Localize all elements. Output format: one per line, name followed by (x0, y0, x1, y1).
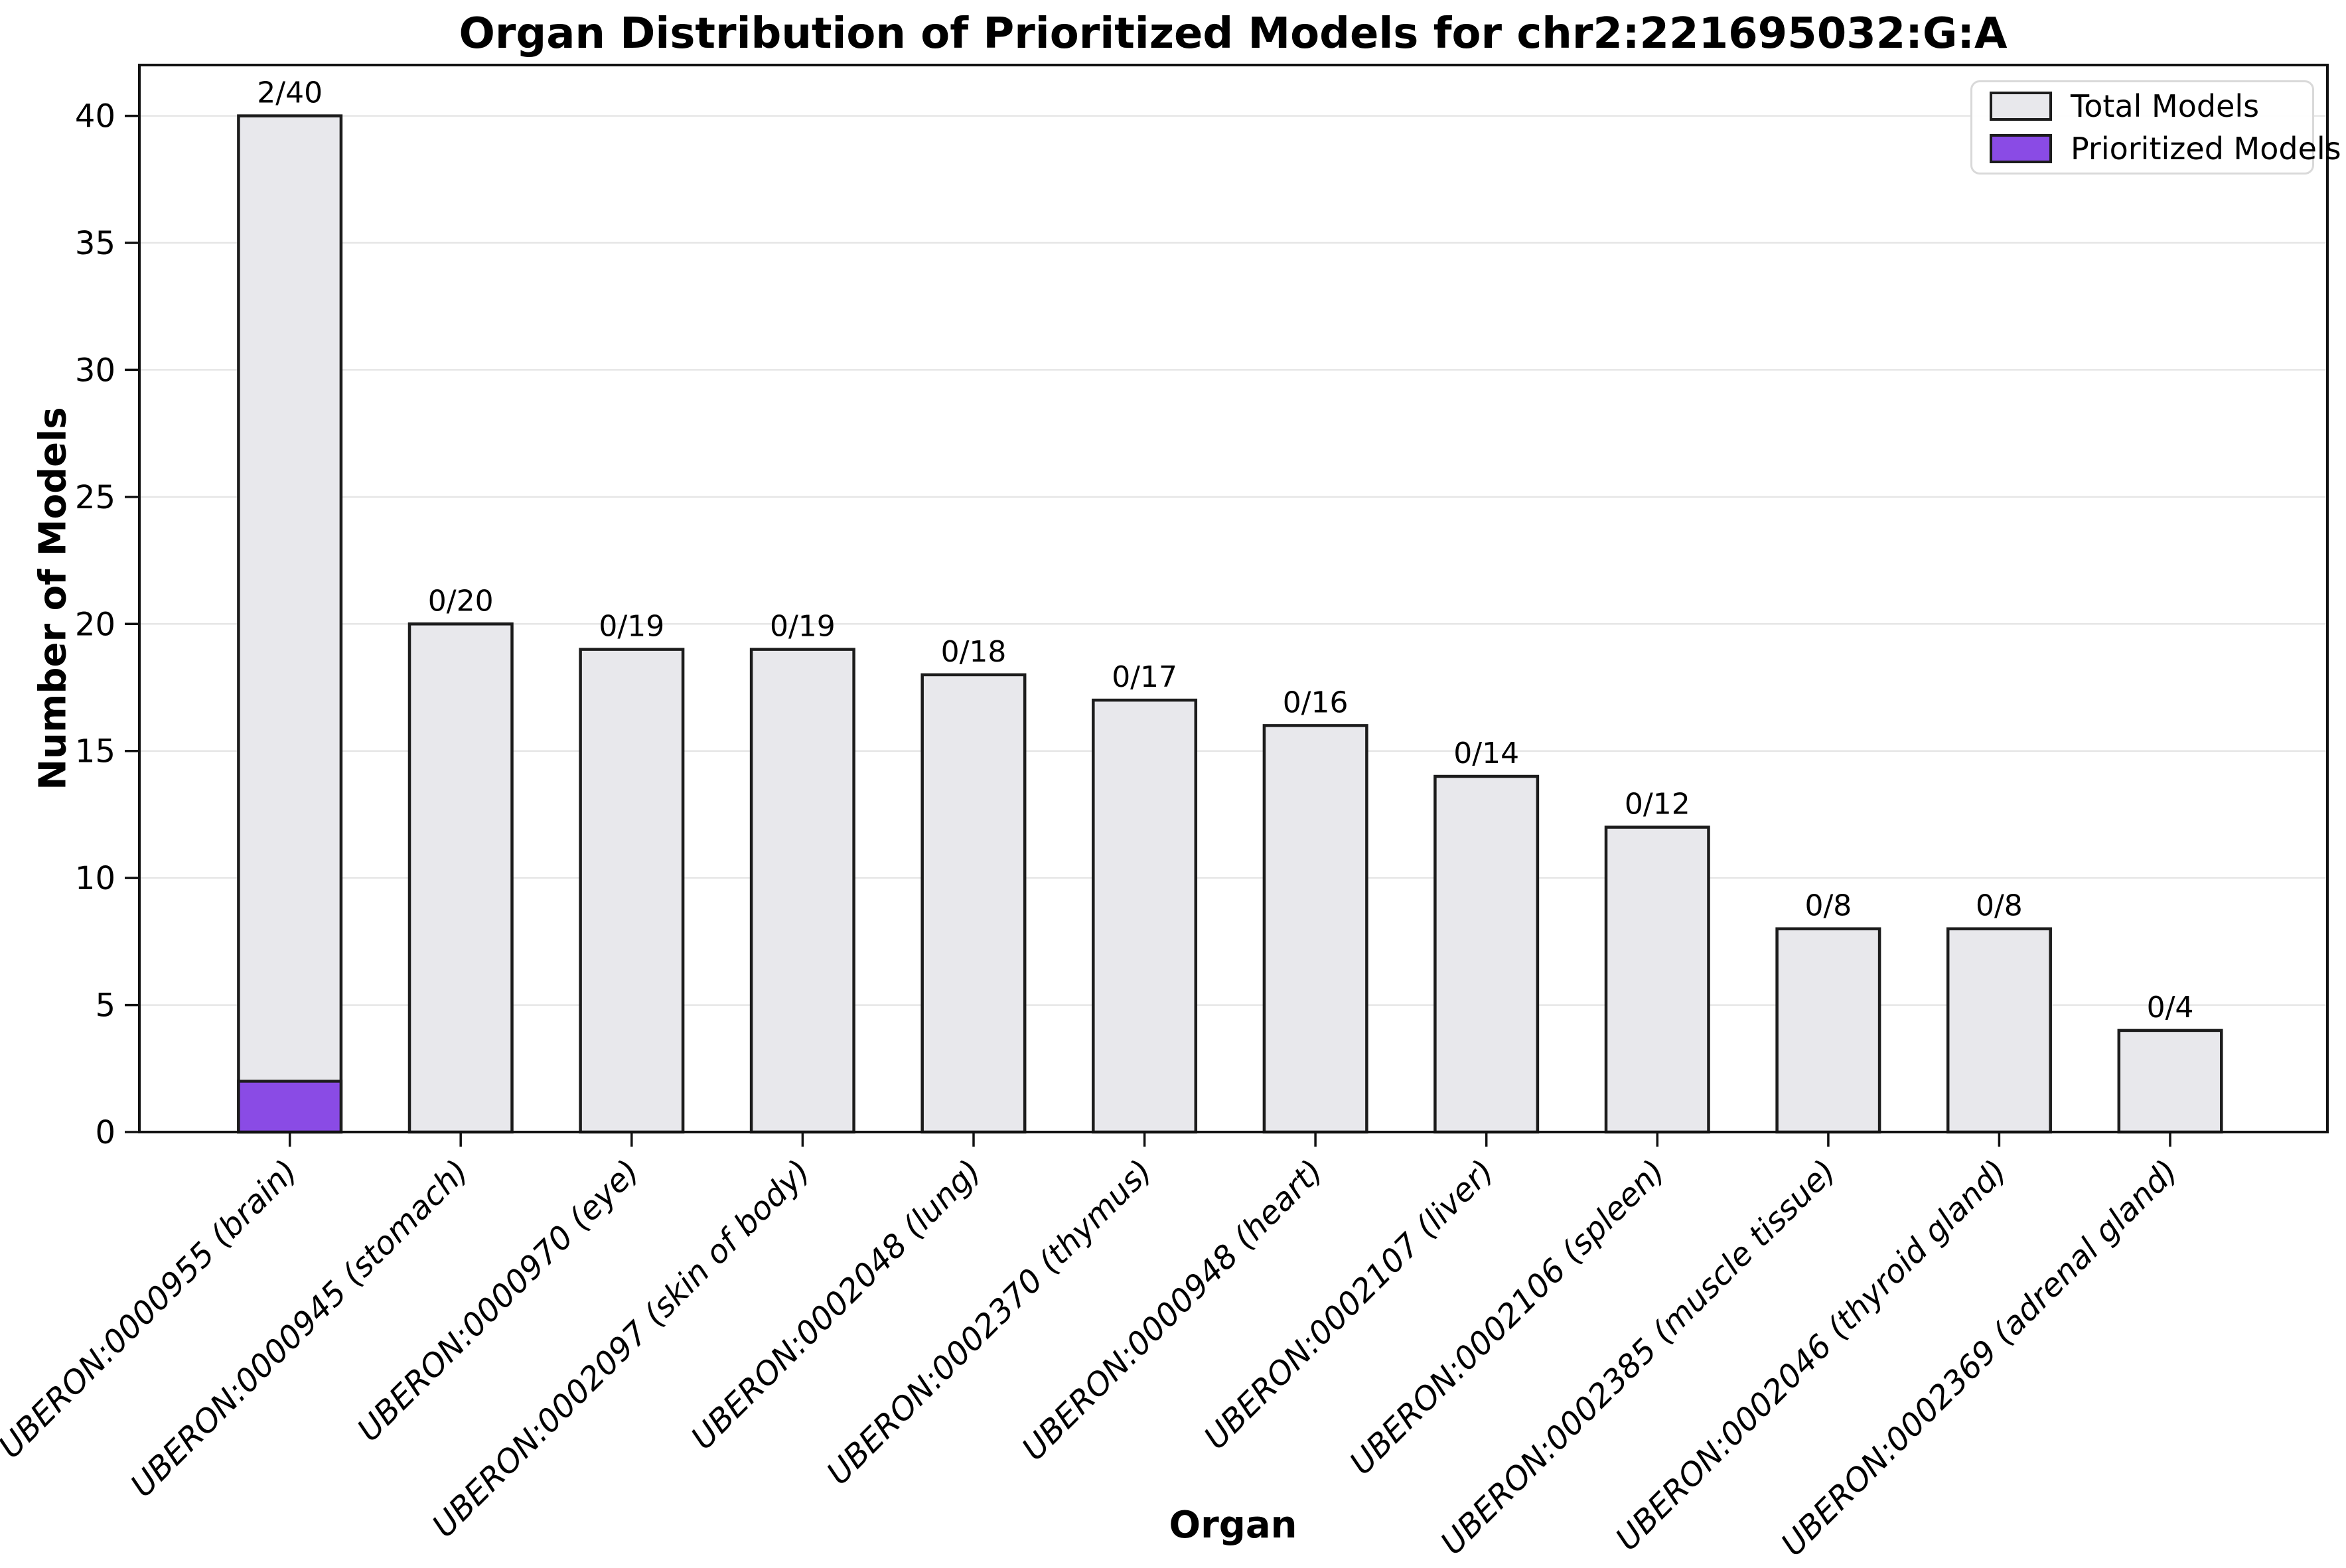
bar-total (407, 622, 514, 1134)
bar-total (749, 648, 855, 1134)
x-axis-label: Organ (1169, 1504, 1297, 1547)
x-tick-label: UBERON:0002107 (liver) (1197, 1153, 1502, 1457)
bar-value-label: 0/17 (1112, 660, 1177, 694)
legend-label-prioritized-models: Prioritized Models (2071, 130, 2341, 167)
bar-total (237, 114, 343, 1134)
x-tick-label: UBERON:0002097 (skin of body) (425, 1153, 818, 1545)
x-tick-label: UBERON:0002106 (spleen) (1343, 1153, 1672, 1482)
bar-total (1775, 927, 1881, 1134)
y-tick-label: 15 (75, 733, 115, 770)
bar-value-label: 0/18 (941, 635, 1007, 669)
bar-total (920, 673, 1027, 1134)
bar-total (1262, 724, 1368, 1134)
x-tick-label: UBERON:0000955 (brain) (0, 1153, 305, 1466)
x-tick-label: UBERON:0002048 (lung) (684, 1153, 989, 1457)
y-tick-label: 30 (75, 352, 115, 389)
legend-label-total-models: Total Models (2071, 88, 2260, 125)
bar-value-label: 0/14 (1453, 737, 1519, 770)
bar-value-label: 2/40 (257, 76, 323, 110)
legend-entry-prioritized-models: Prioritized Models (1990, 131, 2341, 167)
bar-total (579, 648, 685, 1134)
y-tick-label: 40 (75, 98, 115, 135)
bar-value-label: 0/19 (599, 610, 664, 644)
bar-prioritized (237, 1080, 343, 1134)
bar-value-label: 0/8 (1976, 889, 2023, 923)
y-tick-label: 5 (95, 987, 115, 1025)
chart-title: Organ Distribution of Prioritized Models… (459, 9, 2008, 58)
bar-value-label: 0/8 (1804, 889, 1852, 923)
y-axis-label: Number of Models (31, 407, 75, 790)
x-tick-label: UBERON:0002385 (muscle tissue) (1433, 1153, 1843, 1562)
axes-frame (138, 64, 2329, 1133)
bar-total (1433, 774, 1540, 1134)
x-tick-label: UBERON:0002369 (adrenal gland) (1774, 1153, 2185, 1563)
x-tick-label: UBERON:0000945 (stomach) (123, 1153, 476, 1505)
legend-swatch-prioritized-models (1990, 133, 2052, 163)
x-tick-label: UBERON:0002046 (thyroid gland) (1609, 1153, 2014, 1558)
legend-entry-total-models: Total Models (1990, 88, 2312, 124)
x-tick-label: UBERON:0000948 (heart) (1015, 1153, 1330, 1468)
bar-value-label: 0/4 (2147, 991, 2194, 1025)
y-tick-label: 0 (95, 1114, 115, 1151)
legend-swatch-total-models (1990, 92, 2052, 121)
x-tick-label: UBERON:0002370 (thymus) (820, 1153, 1159, 1492)
y-tick-label: 25 (75, 479, 115, 516)
bar-total (1092, 698, 1198, 1134)
x-tick-label: UBERON:0000970 (eye) (350, 1153, 647, 1449)
bar-total (1946, 927, 2052, 1134)
y-tick-label: 10 (75, 860, 115, 897)
y-tick-label: 20 (75, 606, 115, 643)
legend: Total Models Prioritized Models (1970, 80, 2341, 175)
bar-total (2117, 1029, 2223, 1134)
bar-value-label: 0/20 (428, 584, 494, 618)
bar-total (1604, 825, 1710, 1134)
bar-value-label: 0/12 (1625, 788, 1690, 821)
y-tick-label: 35 (75, 225, 115, 262)
bar-value-label: 0/19 (770, 610, 836, 644)
bar-value-label: 0/16 (1283, 685, 1349, 719)
